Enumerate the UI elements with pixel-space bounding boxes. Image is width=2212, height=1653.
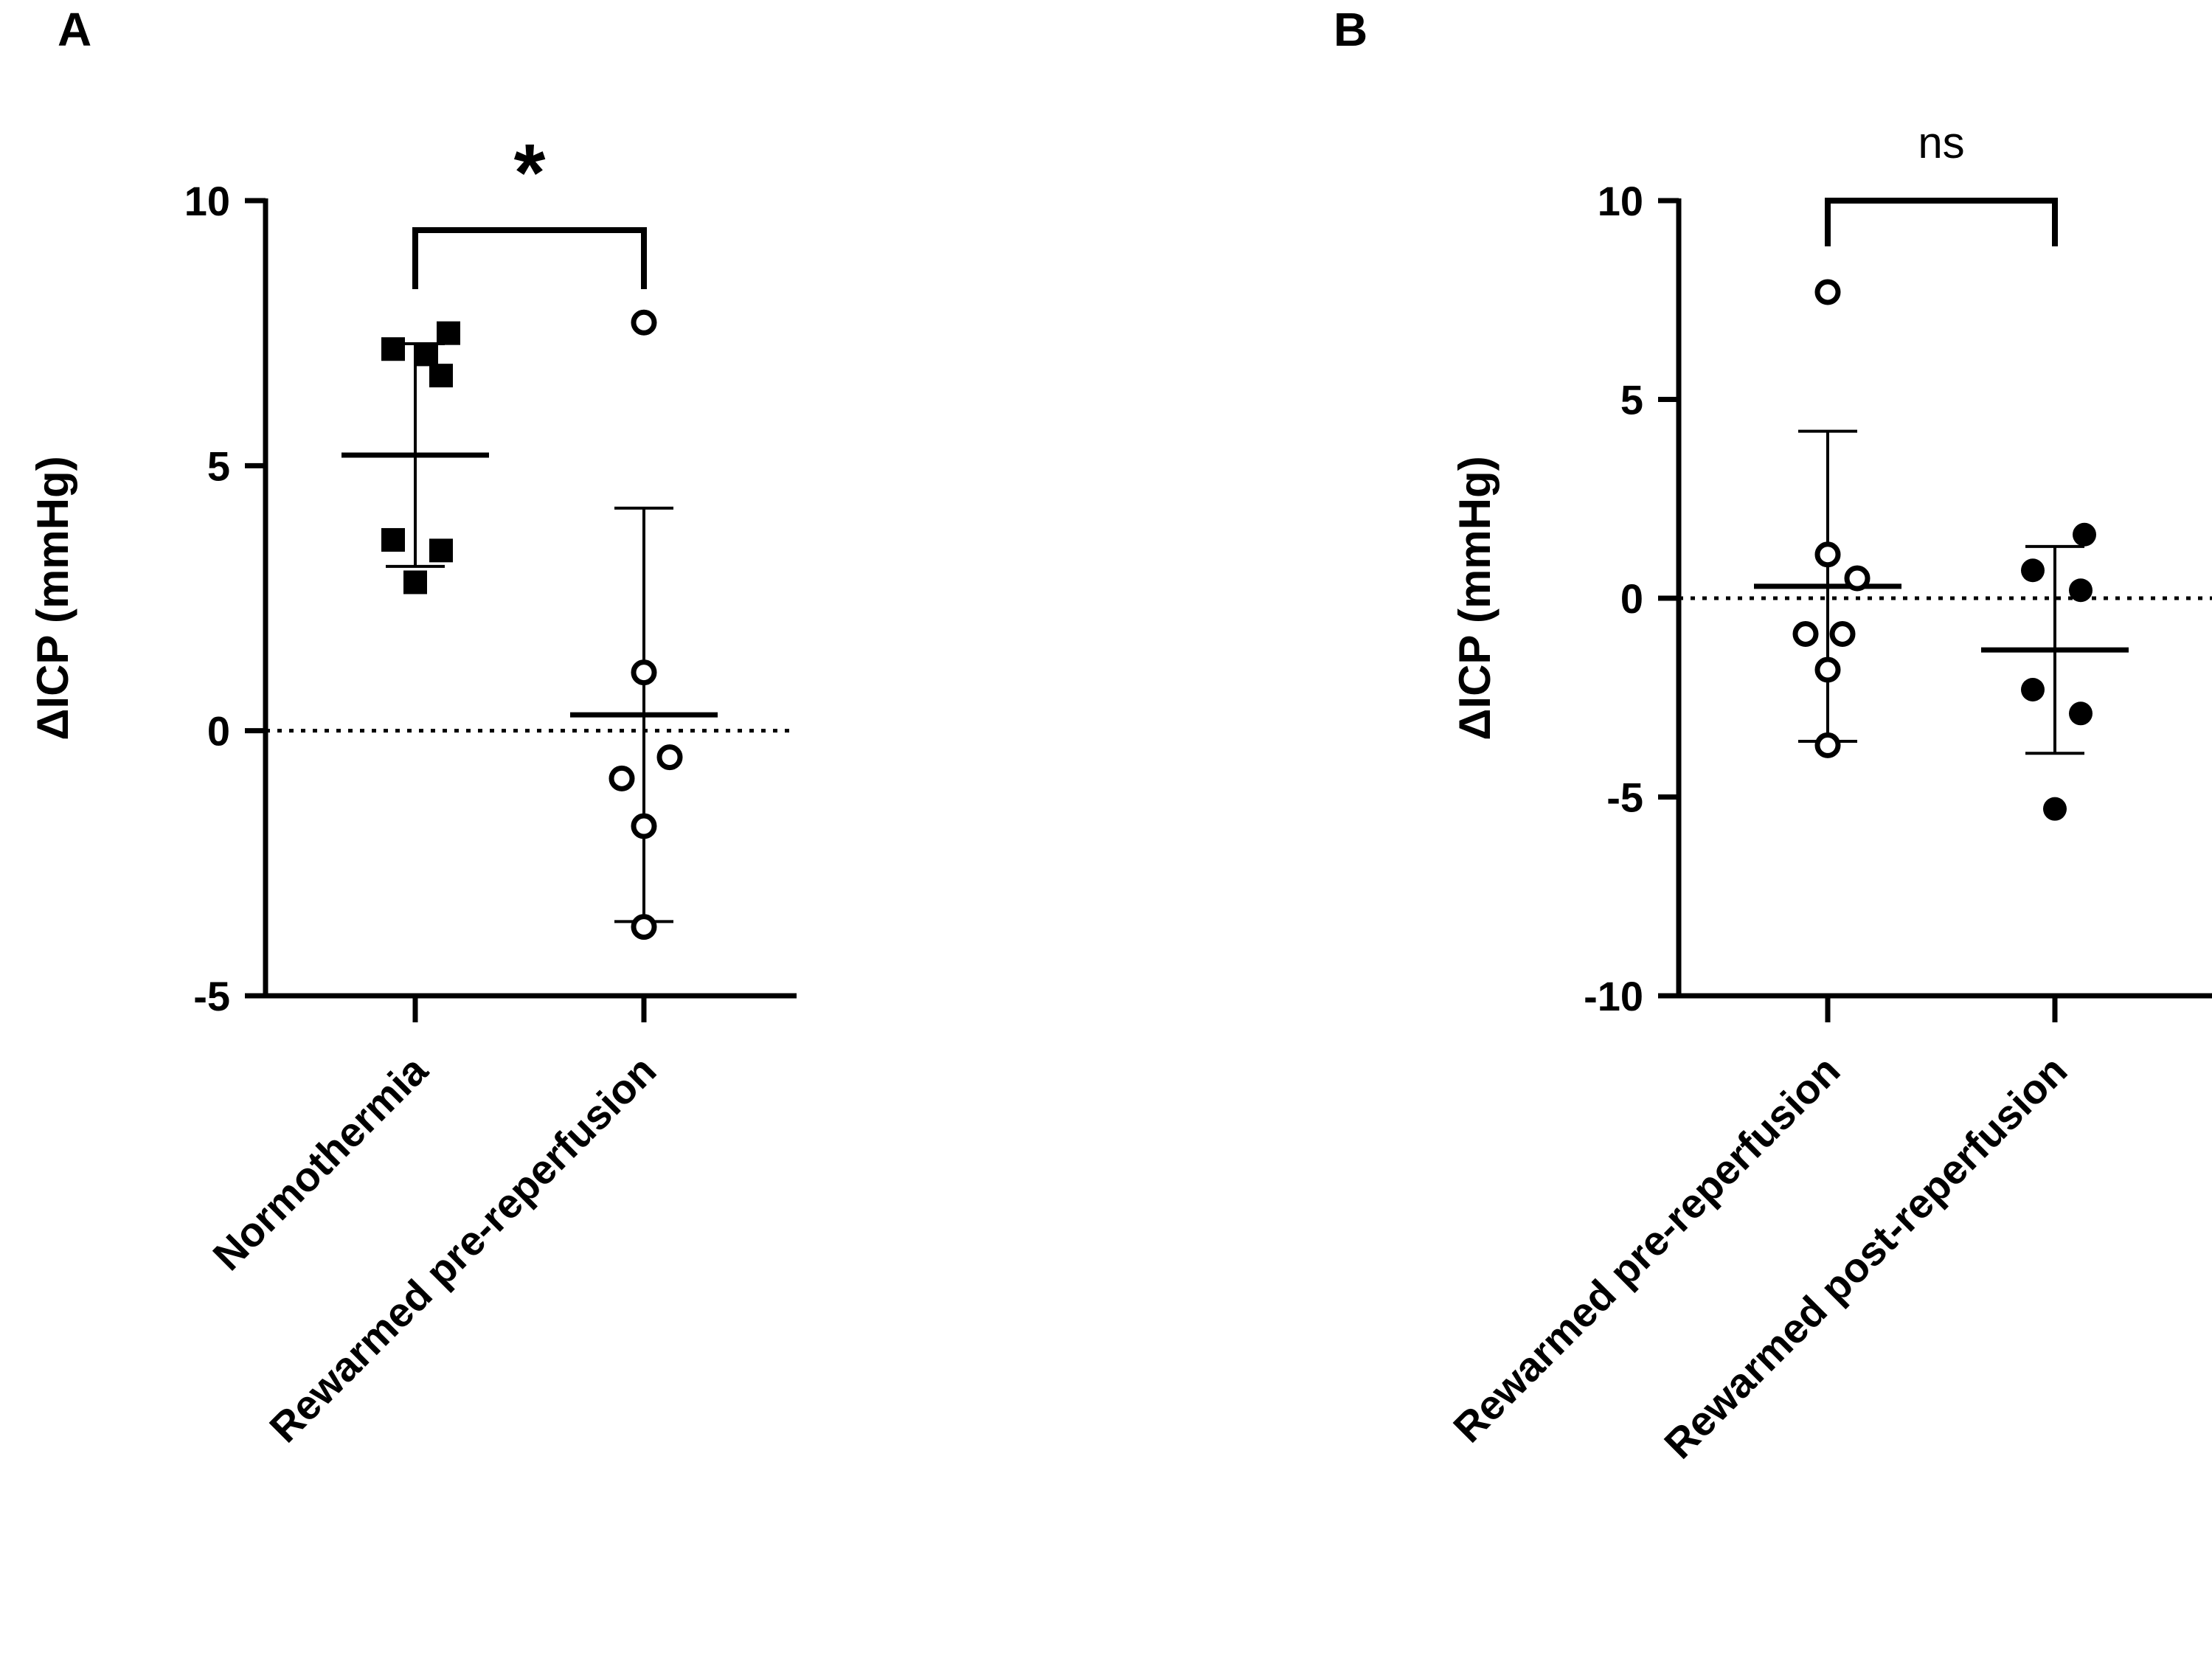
panel-b-y-axis-title: ΔICP (mmHg) — [1450, 456, 1499, 740]
panel-b-data-point — [1814, 656, 1841, 683]
panel-a-data-point — [631, 914, 657, 940]
panel-a-letter: A — [58, 3, 91, 56]
panel-b-data-point — [2069, 578, 2093, 603]
panel-b-significance-label: ns — [1918, 118, 1964, 167]
panel-a-data-point — [403, 570, 427, 595]
panel-a-significance-bracket — [412, 227, 647, 289]
panel-b-category-label: Rewarmed post-reperfusion — [1655, 1047, 2076, 1467]
panel-a-data-point — [429, 538, 453, 563]
panel-b-data-point — [1814, 541, 1841, 568]
panel-b-data-point — [1844, 565, 1871, 592]
panel-a-data-point — [631, 813, 657, 839]
panel-b-data-point — [2073, 522, 2096, 547]
panel-b-y-tick-label: -5 — [1606, 774, 1643, 821]
panel-a-data-point — [415, 342, 438, 367]
panel-b-y-tick-label: 10 — [1598, 178, 1643, 224]
panel-b-data-point — [1814, 279, 1841, 305]
panel-a-y-axis-title: ΔICP (mmHg) — [28, 456, 77, 740]
panel-b-letter: B — [1334, 3, 1367, 56]
panel-b-data-point — [1814, 732, 1841, 758]
panel-b-y-tick-label: 5 — [1620, 377, 1643, 423]
panel-a-data-point — [631, 309, 657, 336]
panel-a-data-point — [381, 527, 405, 552]
panel-a-data-point — [631, 659, 657, 686]
panel-a-y-tick-label: 0 — [207, 708, 230, 755]
panel-a-data-point — [437, 321, 460, 345]
panel-b-data-point — [2021, 558, 2045, 583]
panel-a-data-point — [429, 364, 453, 388]
panel-a-y-tick-label: 10 — [184, 178, 230, 224]
panel-b-data-point — [1792, 621, 1819, 648]
panel-a-data-point — [656, 744, 683, 771]
panel-a-data-point — [381, 337, 405, 361]
panel-b-data-point — [1829, 621, 1856, 648]
panel-a-category-label: Rewarmed pre-reperfusion — [260, 1047, 665, 1451]
panel-b-significance-bracket — [1825, 198, 2058, 246]
panel-a-category-label: Normothermia — [204, 1046, 437, 1279]
panel-a-data-point — [609, 765, 635, 791]
panel-b-data-point — [2043, 797, 2067, 821]
panel-b: B -10 -5 0 5 10 ΔICP (mmHg) Rewarmed pre-reper… — [1334, 3, 2212, 1467]
panel-b-data-point — [2021, 677, 2045, 701]
panel-b-y-tick-label: 0 — [1620, 575, 1643, 622]
panel-b-category-label: Rewarmed pre-reperfusion — [1444, 1047, 1848, 1451]
panel-b-data-point — [2069, 701, 2093, 726]
panel-a-y-tick-label: -5 — [193, 973, 230, 1019]
panel-b-y-tick-label: -10 — [1584, 973, 1643, 1019]
panel-a-y-tick-label: 5 — [207, 443, 230, 489]
panel-a-significance-label: * — [514, 128, 546, 218]
panel-a: A -5 0 5 10 ΔICP (mmHg) NormothermiaRewarmed … — [28, 3, 797, 1451]
